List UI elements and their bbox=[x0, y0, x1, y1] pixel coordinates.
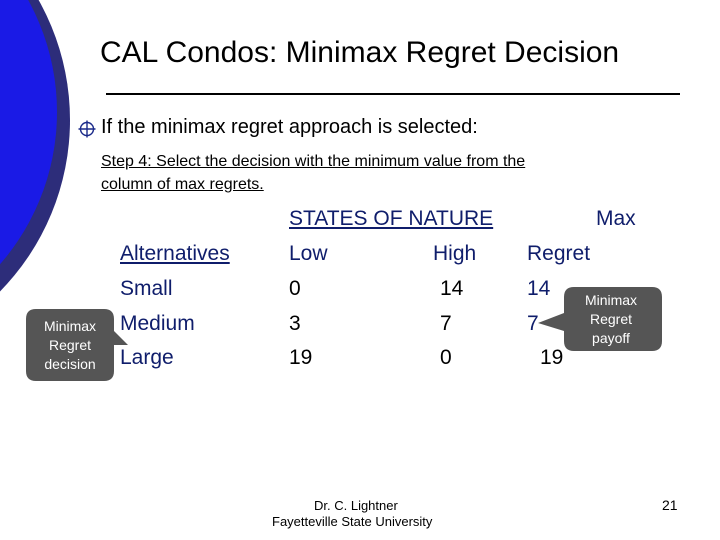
cell-small-low: 0 bbox=[289, 277, 301, 300]
step-instruction-line-2: column of max regrets. bbox=[101, 176, 264, 193]
decorative-circles bbox=[0, 0, 70, 292]
alternative-medium: Medium bbox=[120, 312, 195, 335]
footer-author: Dr. C. Lightner bbox=[314, 498, 398, 513]
cell-large-high: 0 bbox=[440, 346, 452, 369]
cell-medium-low: 3 bbox=[289, 312, 301, 335]
high-header: High bbox=[433, 242, 477, 265]
cell-medium-max-regret: 7 bbox=[527, 312, 539, 335]
alternative-large: Large bbox=[120, 346, 174, 369]
title-divider bbox=[106, 93, 680, 95]
cell-small-high: 14 bbox=[440, 277, 464, 300]
max-header: Max bbox=[596, 207, 636, 230]
page-title: CAL Condos: Minimax Regret Decision bbox=[100, 36, 620, 69]
right-callout-line: Minimax bbox=[584, 292, 638, 308]
left-callout-line: Regret bbox=[48, 337, 92, 353]
left-callout-line: decision bbox=[44, 356, 96, 372]
crosshair-bullet-icon bbox=[78, 120, 96, 138]
right-callout-line: Regret bbox=[589, 311, 633, 327]
cell-medium-high: 7 bbox=[440, 312, 452, 335]
left-callout-text: Minimax Regret decision bbox=[26, 317, 114, 374]
right-callout-line: payoff bbox=[592, 330, 630, 346]
minimax-regret-decision-callout bbox=[26, 309, 128, 381]
alternative-small: Small bbox=[120, 277, 173, 300]
footer-institution: Fayetteville State University bbox=[272, 514, 433, 529]
page-number: 21 bbox=[662, 497, 678, 513]
cell-large-max-regret: 19 bbox=[540, 346, 564, 369]
low-header: Low bbox=[289, 242, 328, 265]
minimax-regret-payoff-callout bbox=[538, 287, 662, 351]
alternatives-header: Alternatives bbox=[120, 242, 230, 265]
bullet-text: If the minimax regret approach is select… bbox=[101, 116, 478, 138]
regret-header: Regret bbox=[527, 242, 591, 265]
step-instruction-line-1: Step 4: Select the decision with the min… bbox=[101, 153, 526, 170]
left-callout-line: Minimax bbox=[43, 318, 97, 334]
cell-small-max-regret: 14 bbox=[527, 277, 551, 300]
right-callout-text: Minimax Regret payoff bbox=[566, 291, 656, 348]
cell-large-low: 19 bbox=[289, 346, 313, 369]
states-of-nature-header: STATES OF NATURE bbox=[289, 207, 494, 230]
